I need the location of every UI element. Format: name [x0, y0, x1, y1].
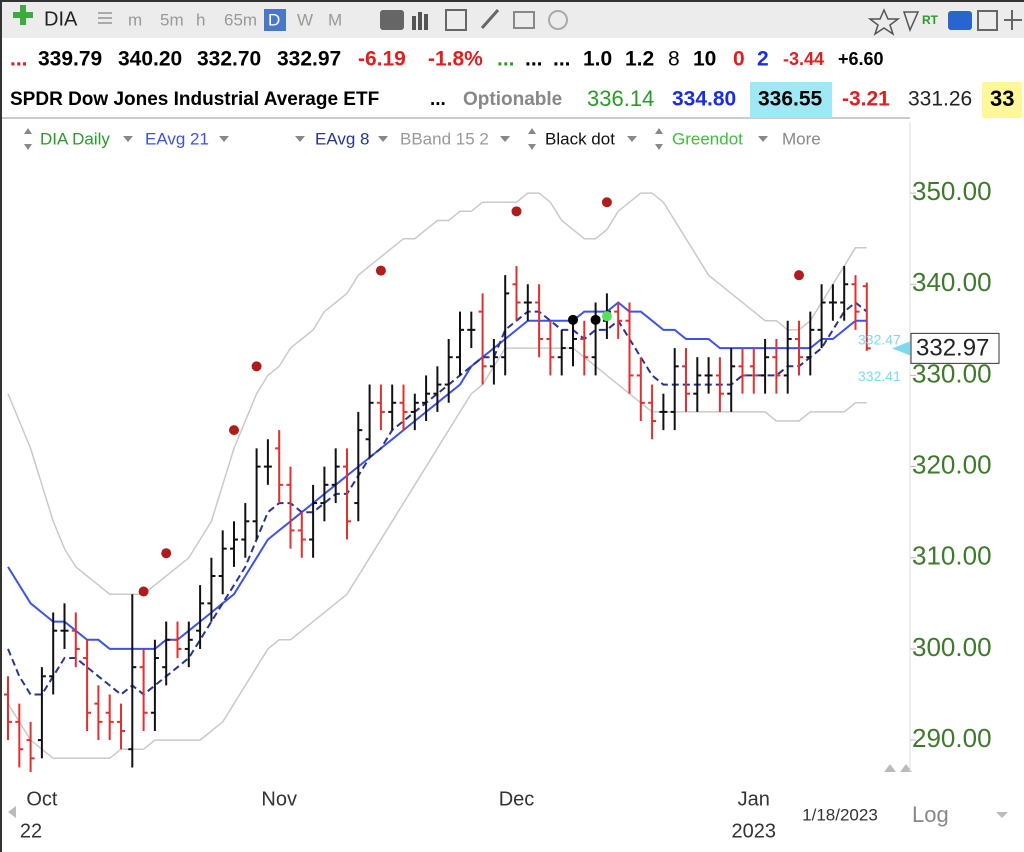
toolbar-bg [0, 0, 1024, 38]
quote-value: ... [10, 48, 28, 71]
legend-item[interactable]: EAvg 21 [145, 129, 209, 148]
quote-value: Optionable [463, 89, 562, 110]
quote-highlight [982, 82, 1022, 118]
menu-icon[interactable] [98, 12, 112, 24]
x-tick-label: Dec [499, 788, 535, 810]
moving-average [7, 301, 868, 696]
quote-value: +6.60 [838, 49, 884, 69]
x-tick-label: Oct [26, 788, 58, 810]
signal-dot [568, 314, 578, 325]
signal-dot [138, 586, 149, 597]
x-tick-label: Nov [261, 788, 297, 810]
band-label: 332.47 [858, 332, 901, 348]
chart-tools[interactable] [380, 9, 568, 31]
legend-item[interactable]: BBand 15 2 [400, 129, 489, 148]
signal-dot [161, 548, 172, 559]
timeframe-button[interactable]: D [268, 10, 280, 29]
timeframe-button[interactable]: M [328, 10, 342, 29]
quote-value: 336.14 [587, 86, 654, 111]
x-tick-label: Jan [738, 788, 770, 810]
quote-value: 339.79 [38, 48, 102, 71]
quote-value: 340.20 [118, 48, 182, 71]
legend-item[interactable]: Black dot [545, 129, 615, 148]
timeframe-active [264, 9, 286, 31]
y-tick-label: 290.00 [912, 723, 992, 753]
right-tools[interactable]: RT [867, 8, 1022, 36]
quote-value: 2 [757, 48, 769, 71]
svg-text:RT: RT [922, 13, 939, 27]
timeframe-button[interactable]: W [297, 10, 313, 29]
price-flag-arrow [892, 341, 910, 356]
quote-value: ... [497, 48, 515, 71]
x-year-label: 22 [20, 820, 42, 842]
legend-item[interactable]: Greendot [672, 129, 743, 148]
y-tick-label: 310.00 [912, 541, 992, 571]
signal-dot [601, 311, 612, 322]
signal-dot [229, 425, 239, 436]
add-icon[interactable] [13, 5, 33, 25]
quote-bg [0, 38, 1024, 118]
quote-value: -3.44 [783, 49, 824, 69]
signal-dot [794, 270, 804, 281]
plot [4, 192, 871, 772]
band-label: 332.41 [858, 368, 901, 384]
signal-dot [251, 361, 262, 372]
timeframe-button[interactable]: 65m [224, 10, 257, 29]
bband-upper [7, 192, 867, 595]
current-date: 1/18/2023 [802, 805, 878, 824]
quote-value: ... [430, 89, 446, 110]
signal-dot [511, 206, 522, 217]
price-flag-box [910, 332, 1000, 364]
y-tick-label: 320.00 [912, 449, 992, 479]
bband-lower [7, 347, 867, 760]
quote-value: ... [553, 48, 571, 71]
quote-value: 10 [693, 48, 716, 71]
legend-item[interactable]: EAvg 8 [315, 129, 370, 148]
quote-value: 336.55 [758, 88, 823, 111]
timeframe-button[interactable]: h [196, 10, 205, 29]
quote-value: 8 [668, 48, 680, 71]
quote-value: 334.80 [672, 88, 736, 111]
y-tick-label: 340.00 [912, 267, 992, 297]
log-toggle[interactable]: Log [912, 802, 949, 827]
y-tick-label: 300.00 [912, 632, 992, 662]
timeframe-button[interactable]: 5m [160, 10, 184, 29]
symbol[interactable]: DIA [44, 8, 78, 30]
signal-dot [590, 314, 601, 325]
quote-value: -6.19 [358, 48, 406, 71]
x-year-label: 2023 [732, 820, 777, 842]
scroll-arrows[interactable] [8, 764, 1008, 818]
signal-dot [375, 265, 386, 276]
quote-highlight [750, 82, 832, 118]
legend-arrows [24, 128, 768, 150]
quote-value: 331.26 [908, 88, 972, 111]
signal-dot [601, 197, 612, 208]
y-tick-label: 350.00 [912, 176, 992, 206]
quote-value: SPDR Dow Jones Industrial Average ETF [10, 89, 379, 110]
quote-value: 332.70 [197, 48, 261, 71]
legend-item[interactable]: DIA Daily [40, 129, 110, 148]
quote-value: 1.2 [625, 48, 654, 71]
quote-value: 33 [990, 86, 1014, 111]
legend-item[interactable]: More [782, 129, 821, 148]
quote-value: ... [525, 48, 543, 71]
quote-value: 1.0 [583, 48, 612, 71]
moving-average [7, 301, 867, 650]
quote-value: -1.8% [428, 48, 483, 71]
quote-value: 332.97 [277, 48, 341, 71]
quote-value: -3.21 [842, 88, 890, 111]
quote-value: 0 [733, 48, 745, 71]
timeframe-button[interactable]: m [128, 10, 142, 29]
price-flag: 332.97 [916, 335, 989, 362]
